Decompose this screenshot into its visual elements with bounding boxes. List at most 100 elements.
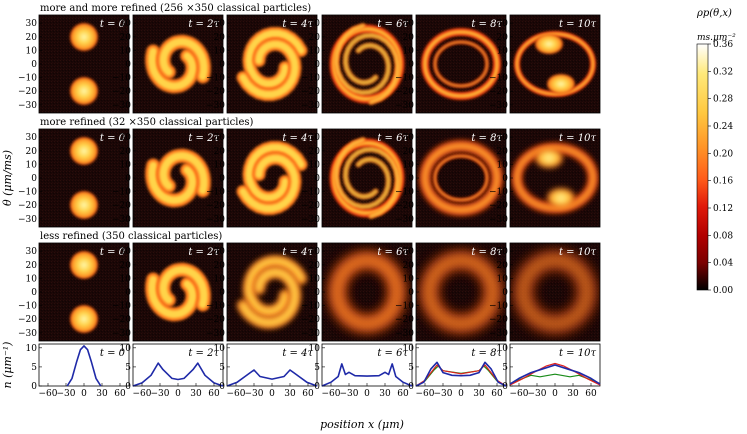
theta-tick-label: 10	[26, 274, 38, 284]
theta-tick-label: 20	[214, 33, 226, 43]
colorbar-tick-label: 0.20	[713, 149, 733, 159]
theta-tick-label: 10	[120, 274, 132, 284]
x-tick-label: −60	[416, 389, 435, 399]
theta-tick-label: 10	[26, 160, 38, 170]
x-tick-label: −30	[528, 389, 547, 399]
theta-tick-label: 10	[26, 46, 38, 56]
theta-tick-label: −10	[395, 302, 414, 312]
density-tick-label: 10	[214, 344, 226, 354]
theta-tick-label: 20	[497, 261, 509, 271]
x-tick-label: −30	[340, 389, 359, 399]
theta-tick-label: −10	[301, 74, 320, 84]
time-label: t = 10τ	[559, 19, 596, 30]
theta-tick-label: −20	[301, 87, 320, 97]
x-tick-label: 0	[81, 389, 87, 399]
theta-tick-label: 20	[403, 147, 415, 157]
theta-tick-label: −30	[18, 215, 37, 225]
time-label: t = 8τ	[471, 133, 502, 144]
theta-tick-label: −20	[395, 315, 414, 325]
theta-tick-label: −10	[18, 302, 37, 312]
density-tick-label: 5	[31, 363, 37, 373]
density-tick-label: 0	[314, 382, 320, 392]
density-tick-label: 5	[314, 363, 320, 373]
theta-tick-label: 0	[219, 174, 225, 184]
theta-tick-label: 20	[214, 147, 226, 157]
theta-tick-label: −10	[301, 302, 320, 312]
theta-axis-label: θ (μm/ms)	[1, 150, 14, 206]
colorbar-title: ρp(θ,x)	[696, 8, 732, 19]
theta-tick-label: −20	[489, 315, 508, 325]
time-label: t = 8τ	[471, 247, 502, 258]
density-axis-label: n (μm⁻¹)	[1, 342, 14, 389]
theta-tick-label: −30	[18, 101, 37, 111]
theta-tick-label: −10	[489, 302, 508, 312]
theta-tick-label: −30	[206, 329, 225, 339]
density-tick-label: 0	[219, 382, 225, 392]
x-tick-label: 60	[491, 389, 503, 399]
time-label: t = 10τ	[559, 247, 596, 258]
colorbar-tick-label: 0.28	[713, 95, 733, 105]
theta-tick-label: 10	[403, 274, 415, 284]
x-tick-label: −30	[434, 389, 453, 399]
theta-tick-label: 0	[502, 174, 508, 184]
theta-tick-label: −20	[206, 315, 225, 325]
theta-tick-label: −30	[206, 101, 225, 111]
theta-tick-label: −20	[18, 87, 37, 97]
theta-tick-label: −30	[112, 215, 131, 225]
theta-tick-label: −30	[395, 329, 414, 339]
theta-tick-label: −20	[112, 201, 131, 211]
theta-tick-label: 30	[120, 19, 132, 29]
theta-tick-label: 10	[497, 160, 509, 170]
theta-tick-label: 30	[403, 247, 415, 257]
theta-tick-label: 30	[214, 19, 226, 29]
density-tick-label: 10	[26, 344, 38, 354]
x-tick-label: 0	[269, 389, 275, 399]
theta-tick-label: −10	[18, 188, 37, 198]
theta-tick-label: 0	[408, 288, 414, 298]
theta-tick-label: −10	[301, 188, 320, 198]
density-tick-label: 0	[31, 382, 37, 392]
time-label: t = 4τ	[282, 19, 313, 30]
theta-tick-label: −20	[489, 201, 508, 211]
x-tick-label: −30	[245, 389, 264, 399]
heatmap-panel: t = 10τ 30 20 10 0 −10 −20 −30	[489, 128, 601, 228]
theta-tick-label: 0	[314, 60, 320, 70]
theta-tick-label: −30	[395, 101, 414, 111]
time-label: t = 0	[100, 247, 126, 258]
density-curve-blue	[509, 364, 601, 385]
density-curve-blue	[132, 362, 224, 387]
theta-tick-label: 10	[403, 160, 415, 170]
theta-tick-label: −30	[112, 101, 131, 111]
theta-tick-label: −30	[489, 215, 508, 225]
theta-tick-label: −10	[18, 74, 37, 84]
x-tick-label: 30	[567, 389, 579, 399]
time-label: t = 6τ	[377, 19, 408, 30]
theta-tick-label: −20	[395, 201, 414, 211]
theta-tick-label: −20	[112, 87, 131, 97]
theta-tick-label: 20	[120, 147, 132, 157]
density-curve-red	[509, 362, 601, 386]
time-label: t = 2τ	[188, 19, 219, 30]
theta-tick-label: 10	[214, 46, 226, 56]
density-tick-label: 0	[125, 382, 131, 392]
time-label: t = 0	[100, 133, 126, 144]
row-title-2: more refined (32 ×350 classical particle…	[40, 117, 254, 128]
x-tick-label: 0	[175, 389, 181, 399]
theta-tick-label: −10	[395, 188, 414, 198]
theta-tick-label: 0	[31, 174, 37, 184]
density-tick-label: 0	[408, 382, 414, 392]
theta-tick-label: 30	[309, 19, 321, 29]
theta-tick-label: 20	[26, 261, 38, 271]
